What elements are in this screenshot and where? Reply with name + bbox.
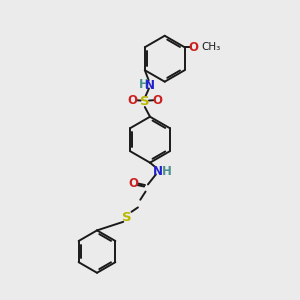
Text: CH₃: CH₃ [201, 42, 220, 52]
Text: O: O [188, 41, 198, 54]
Text: N: N [145, 79, 154, 92]
Text: N: N [153, 165, 163, 178]
Text: S: S [122, 211, 132, 224]
Text: O: O [128, 177, 138, 190]
Text: S: S [140, 95, 150, 108]
Text: H: H [162, 165, 172, 178]
Text: H: H [138, 78, 148, 92]
Text: O: O [152, 94, 162, 107]
Text: O: O [128, 94, 137, 107]
